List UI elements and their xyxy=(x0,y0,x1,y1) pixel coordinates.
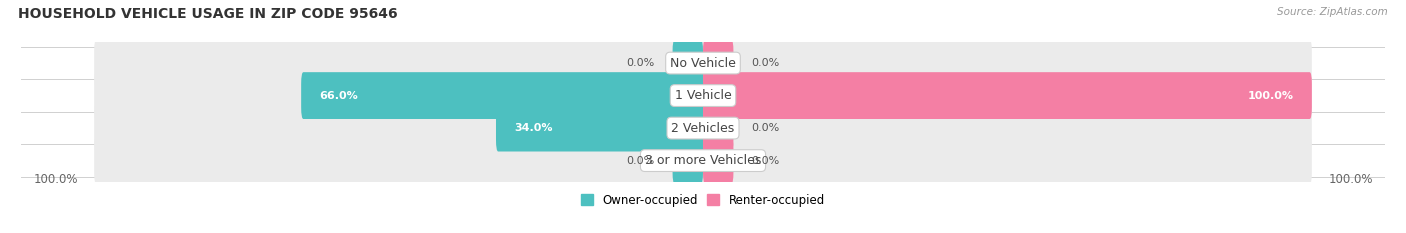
FancyBboxPatch shape xyxy=(301,72,703,119)
FancyBboxPatch shape xyxy=(94,137,1312,184)
FancyBboxPatch shape xyxy=(703,137,734,184)
Text: 0.0%: 0.0% xyxy=(752,123,780,133)
Text: 0.0%: 0.0% xyxy=(752,156,780,166)
Text: 1 Vehicle: 1 Vehicle xyxy=(675,89,731,102)
Text: 0.0%: 0.0% xyxy=(626,58,654,68)
Text: HOUSEHOLD VEHICLE USAGE IN ZIP CODE 95646: HOUSEHOLD VEHICLE USAGE IN ZIP CODE 9564… xyxy=(18,7,398,21)
FancyBboxPatch shape xyxy=(703,40,734,86)
Text: 0.0%: 0.0% xyxy=(626,156,654,166)
FancyBboxPatch shape xyxy=(703,105,734,151)
Text: 100.0%: 100.0% xyxy=(1247,91,1294,101)
Text: 3 or more Vehicles: 3 or more Vehicles xyxy=(645,154,761,167)
Text: 2 Vehicles: 2 Vehicles xyxy=(672,122,734,135)
FancyBboxPatch shape xyxy=(672,40,703,86)
FancyBboxPatch shape xyxy=(672,137,703,184)
Text: No Vehicle: No Vehicle xyxy=(671,57,735,70)
Text: 66.0%: 66.0% xyxy=(319,91,359,101)
FancyBboxPatch shape xyxy=(496,105,703,151)
Text: 100.0%: 100.0% xyxy=(1329,173,1372,186)
Legend: Owner-occupied, Renter-occupied: Owner-occupied, Renter-occupied xyxy=(581,194,825,207)
Text: Source: ZipAtlas.com: Source: ZipAtlas.com xyxy=(1277,7,1388,17)
FancyBboxPatch shape xyxy=(94,72,1312,119)
Text: 100.0%: 100.0% xyxy=(34,173,77,186)
Text: 34.0%: 34.0% xyxy=(515,123,553,133)
FancyBboxPatch shape xyxy=(94,40,1312,86)
FancyBboxPatch shape xyxy=(94,105,1312,151)
FancyBboxPatch shape xyxy=(703,72,1312,119)
Text: 0.0%: 0.0% xyxy=(752,58,780,68)
